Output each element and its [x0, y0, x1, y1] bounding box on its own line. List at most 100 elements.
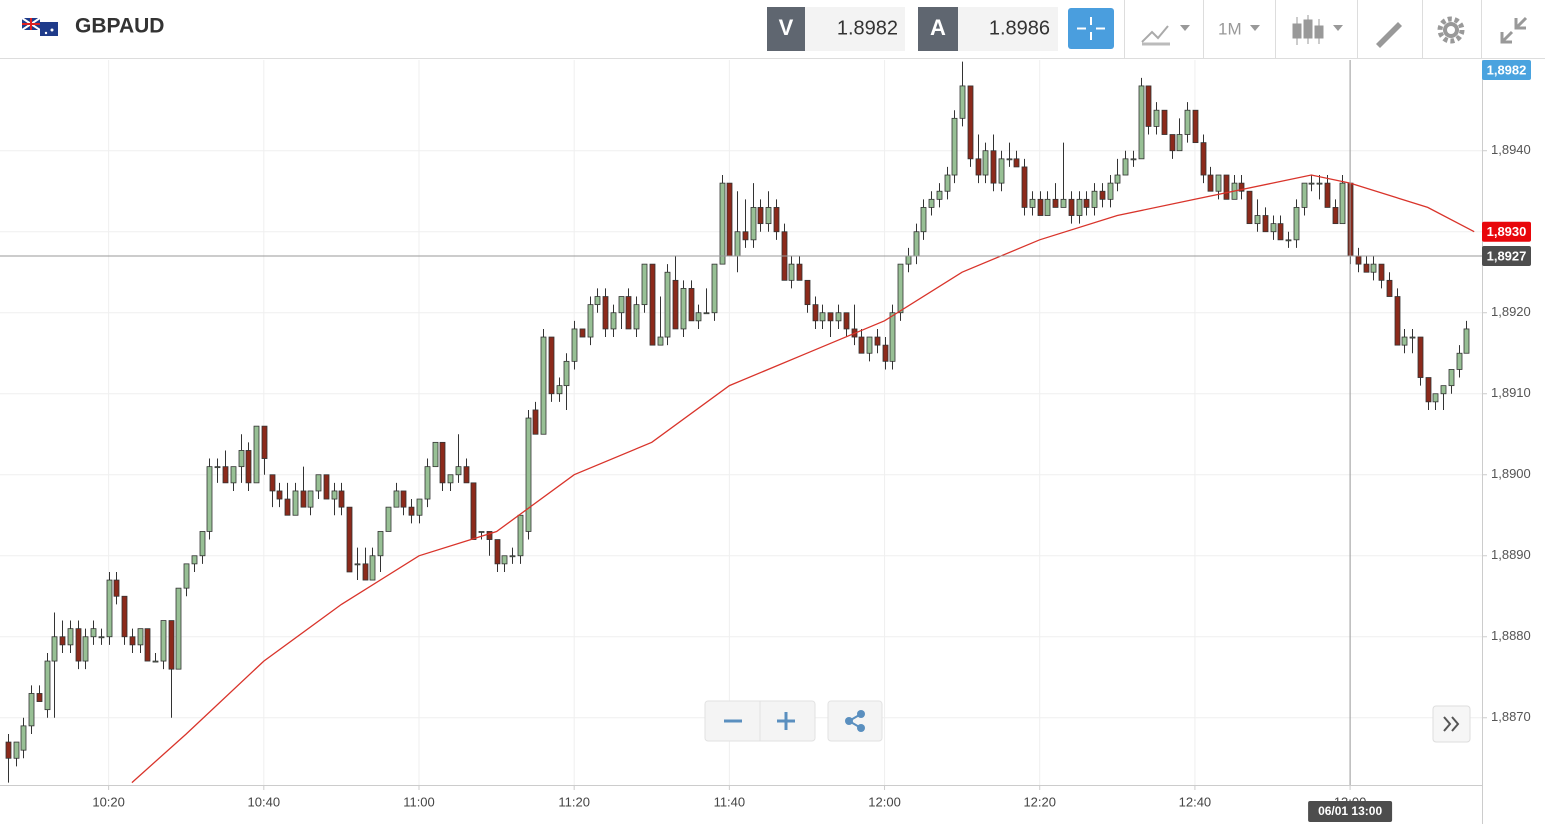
- candle-body: [1029, 198, 1036, 208]
- candle-body: [447, 474, 454, 484]
- candle-body: [152, 660, 159, 663]
- candle-body: [1122, 158, 1129, 176]
- candle-body: [377, 531, 384, 557]
- candle-body: [1394, 296, 1401, 346]
- candle-body: [1432, 393, 1439, 403]
- candle-body: [1091, 190, 1098, 208]
- candle-body: [276, 490, 283, 500]
- candle-body: [183, 563, 190, 589]
- buy-button[interactable]: [918, 7, 958, 51]
- candle-body: [51, 636, 58, 662]
- candle-body: [618, 296, 625, 314]
- crosshair-button[interactable]: [1068, 8, 1114, 49]
- candle-body: [1044, 198, 1051, 216]
- candle-body: [1192, 109, 1199, 144]
- indicators-button[interactable]: [1141, 25, 1190, 46]
- candle-body: [90, 628, 97, 638]
- candle-body: [874, 336, 881, 346]
- candle-body: [191, 555, 198, 565]
- candle-body: [245, 450, 252, 484]
- zoom-controls: [704, 700, 1471, 743]
- y-tick-label: 1,8880: [1491, 628, 1531, 643]
- candle-body: [827, 312, 834, 322]
- candle-body: [1301, 182, 1308, 208]
- candle-body: [1285, 239, 1292, 242]
- candle-body: [967, 85, 974, 160]
- zoom-in[interactable]: [777, 712, 795, 730]
- candle-body: [1052, 198, 1059, 208]
- candle-body: [1355, 255, 1362, 265]
- candle-body: [563, 360, 570, 387]
- candle-body: [323, 474, 330, 500]
- scroll-latest-button[interactable]: [1432, 705, 1471, 743]
- toolbar-separators: [1124, 0, 1482, 58]
- x-tick-label: 10:20: [92, 794, 125, 809]
- x-tick-label: 11:00: [403, 794, 435, 809]
- candle-body: [889, 312, 896, 362]
- candle-body: [819, 312, 826, 322]
- candle-body: [913, 231, 920, 257]
- timeframe[interactable]: 1M: [1218, 19, 1242, 38]
- candle-body: [517, 514, 524, 557]
- chart-type-button[interactable]: [1292, 15, 1343, 45]
- candle-body: [1262, 215, 1269, 233]
- candle-body: [1145, 85, 1152, 127]
- x-tick-label: 10:40: [248, 794, 281, 809]
- buy-price-box[interactable]: [958, 7, 1058, 51]
- candle-body: [144, 628, 151, 662]
- candle-body: [1215, 174, 1222, 192]
- candle-body: [338, 490, 345, 508]
- sell-price-box[interactable]: [805, 7, 905, 51]
- timeframe-caret[interactable]: [1250, 25, 1260, 31]
- candle-body: [757, 207, 764, 225]
- candle-body: [175, 587, 182, 670]
- candle-body: [238, 450, 245, 468]
- candle-body: [641, 263, 648, 306]
- x-tick-label: 12:00: [868, 794, 901, 809]
- candle-body: [951, 117, 958, 176]
- buy-label[interactable]: A: [930, 15, 946, 40]
- candle-body: [253, 425, 260, 484]
- candle-body: [1401, 336, 1408, 346]
- draw-tool-button[interactable]: [1374, 22, 1402, 48]
- buy-price[interactable]: 1.8986: [989, 17, 1050, 39]
- sell-label[interactable]: V: [779, 15, 794, 40]
- candle-body: [540, 336, 547, 435]
- sell-price[interactable]: 1.8982: [837, 17, 898, 39]
- candle-body: [106, 579, 113, 638]
- candle-body: [796, 263, 803, 281]
- candle-body: [385, 506, 392, 532]
- candle-body: [346, 506, 353, 573]
- scroll-icon: [1443, 716, 1460, 732]
- candle-body: [928, 198, 935, 208]
- candle-body: [1083, 198, 1090, 208]
- candle-body: [408, 506, 415, 516]
- candle-body: [230, 466, 237, 484]
- candle-body: [1223, 174, 1230, 200]
- settings-button[interactable]: [1437, 16, 1465, 44]
- candle-body: [463, 466, 470, 484]
- crosshair-price-badge: 1,8927: [1487, 248, 1527, 263]
- candle-body: [905, 255, 912, 265]
- candle-body: [315, 474, 322, 492]
- candle-body: [129, 636, 136, 646]
- candle-body: [532, 409, 539, 435]
- candle-body: [284, 498, 291, 516]
- last-price-badge-box: [1482, 60, 1531, 80]
- collapse-button[interactable]: [1500, 16, 1528, 44]
- candle-body: [75, 628, 82, 662]
- y-tick-label: 1,8940: [1491, 142, 1531, 157]
- candle-body: [501, 555, 508, 565]
- candle-body: [1324, 182, 1331, 208]
- candle-body: [160, 620, 167, 662]
- sell-button[interactable]: [767, 7, 805, 51]
- candle-body: [82, 636, 89, 662]
- share-button[interactable]: [827, 700, 883, 742]
- candle-body: [657, 336, 664, 346]
- candle-body: [835, 312, 842, 322]
- candle-body: [734, 231, 741, 257]
- candle-body: [362, 563, 369, 581]
- candle-body: [1293, 207, 1300, 241]
